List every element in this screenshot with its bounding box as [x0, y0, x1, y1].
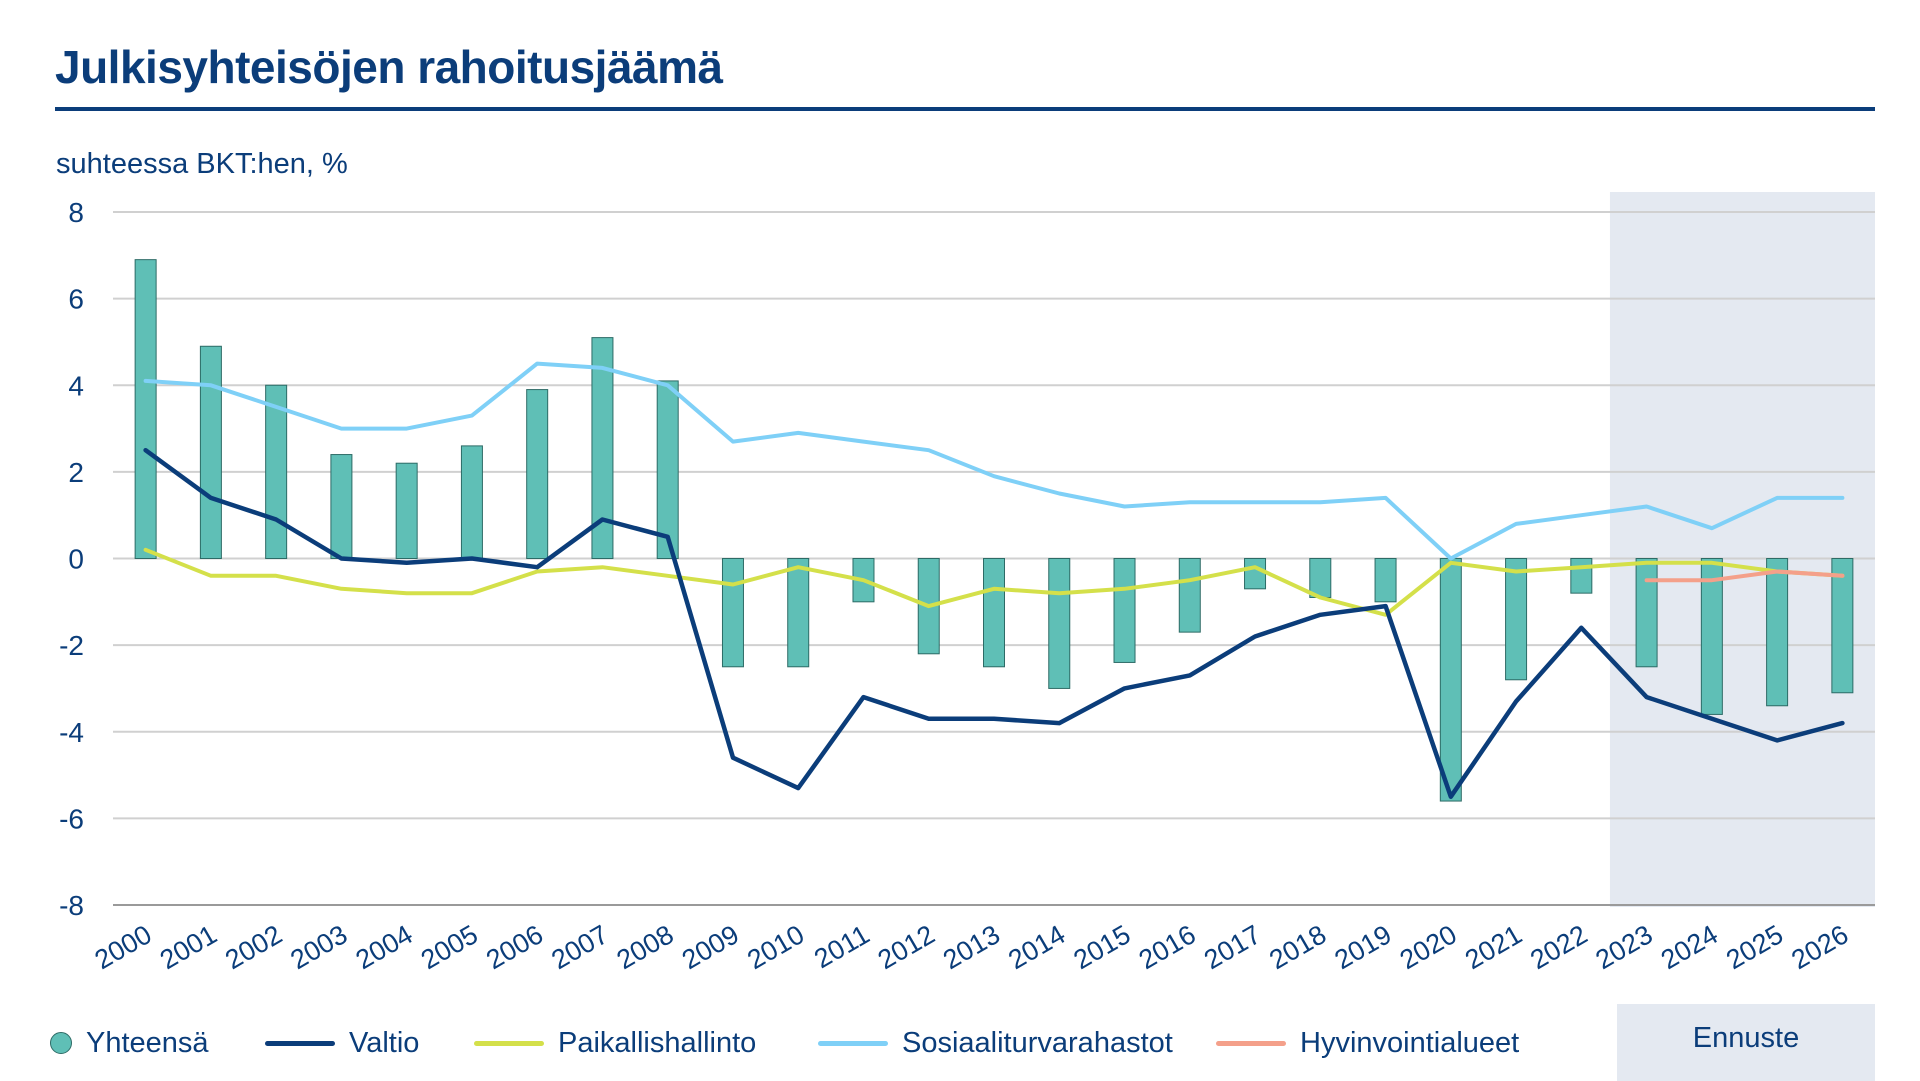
bar-yhteensa — [1766, 558, 1789, 707]
bar-yhteensa — [265, 384, 288, 559]
y-tick-label: 2 — [68, 457, 84, 488]
bar-yhteensa — [395, 462, 418, 559]
bar-yhteensa — [1244, 558, 1267, 590]
title-divider — [55, 107, 1875, 111]
legend-item: Yhteensä — [50, 1018, 209, 1068]
x-tick-label: 2000 — [90, 919, 157, 975]
y-axis-unit-label: suhteessa BKT:hen, % — [56, 148, 348, 180]
x-tick-label: 2023 — [1591, 919, 1658, 975]
bar-yhteensa — [1048, 558, 1071, 689]
x-tick-label: 2026 — [1786, 919, 1853, 975]
bar-yhteensa — [460, 445, 483, 560]
bar-yhteensa — [1505, 558, 1528, 681]
forecast-legend-box: Ennuste — [1617, 1004, 1875, 1081]
y-tick-label: -8 — [59, 890, 84, 921]
y-tick-label: -4 — [59, 717, 84, 748]
x-tick-label: 2015 — [1068, 919, 1135, 975]
legend-item: Hyvinvointialueet — [1216, 1018, 1519, 1068]
legend-label: Hyvinvointialueet — [1300, 1026, 1520, 1059]
x-tick-label: 2021 — [1460, 919, 1527, 975]
x-tick-label: 2008 — [612, 919, 679, 975]
x-tick-label: 2019 — [1330, 919, 1397, 975]
bar-yhteensa — [1178, 558, 1201, 633]
bar-yhteensa — [656, 380, 679, 560]
y-tick-label: -6 — [59, 803, 84, 834]
x-tick-label: 2001 — [155, 919, 222, 975]
x-tick-label: 2006 — [481, 919, 548, 975]
x-tick-label: 2010 — [742, 919, 809, 975]
x-tick-label: 2017 — [1199, 919, 1266, 975]
x-tick-label: 2004 — [351, 919, 418, 975]
line-swatch-icon — [265, 1040, 335, 1046]
chart-plot: 86420-2-4-6-8200020012002200320042005200… — [59, 192, 1875, 975]
y-tick-label: 4 — [68, 370, 84, 401]
forecast-label: Ennuste — [1692, 1022, 1800, 1054]
x-tick-label: 2020 — [1395, 919, 1462, 975]
line-valtio — [143, 447, 1845, 799]
bar-yhteensa — [1831, 558, 1854, 694]
x-tick-label: 2012 — [873, 919, 940, 975]
bar-yhteensa — [1700, 558, 1723, 715]
legend-item: Valtio — [265, 1018, 419, 1068]
legend: Yhteensä Valtio Paikallishallinto Sosiaalit… — [50, 1018, 1610, 1068]
legend-item: Paikallishallinto — [474, 1018, 756, 1068]
bar-yhteensa — [1570, 558, 1593, 594]
forecast-shading — [1609, 192, 1875, 907]
line-swatch-icon — [1216, 1040, 1286, 1046]
x-tick-label: 2005 — [416, 919, 483, 975]
y-tick-label: 6 — [68, 284, 84, 315]
line-hyvinvointialueet — [1644, 569, 1845, 583]
bar-yhteensa — [199, 345, 222, 559]
x-tick-label: 2025 — [1721, 919, 1788, 975]
x-tick-label: 2022 — [1525, 919, 1592, 975]
x-tick-label: 2003 — [285, 919, 352, 975]
line-swatch-icon — [474, 1040, 544, 1046]
x-tick-label: 2007 — [546, 919, 613, 975]
bar-yhteensa — [1635, 558, 1658, 668]
bar-swatch-icon — [50, 1032, 72, 1054]
bar-yhteensa — [1309, 558, 1332, 598]
bar-yhteensa — [591, 337, 614, 560]
line-sosiaaliturvarahastot — [143, 361, 1845, 561]
legend-item: Sosiaaliturvarahastot — [818, 1018, 1173, 1068]
y-tick-label: -2 — [59, 630, 84, 661]
y-tick-label: 8 — [68, 197, 84, 228]
bar-yhteensa — [134, 259, 157, 559]
bar-yhteensa — [1439, 558, 1462, 802]
x-tick-label: 2013 — [938, 919, 1005, 975]
x-tick-label: 2024 — [1656, 919, 1723, 975]
legend-label: Yhteensä — [86, 1026, 209, 1059]
legend-label: Valtio — [349, 1026, 420, 1059]
bar-yhteensa — [721, 558, 744, 668]
y-tick-label: 0 — [68, 544, 84, 575]
legend-label: Sosiaaliturvarahastot — [902, 1026, 1173, 1059]
bar-yhteensa — [1374, 558, 1397, 603]
x-tick-label: 2011 — [809, 919, 874, 974]
x-tick-label: 2016 — [1134, 919, 1201, 975]
x-tick-label: 2009 — [677, 919, 744, 975]
x-tick-label: 2002 — [220, 919, 287, 975]
x-tick-label: 2014 — [1003, 919, 1070, 975]
line-paikallishallinto — [143, 547, 1845, 617]
bar-yhteensa — [1113, 558, 1136, 663]
bar-yhteensa — [330, 454, 353, 559]
x-tick-label: 2018 — [1264, 919, 1331, 975]
bar-yhteensa — [526, 389, 549, 559]
line-swatch-icon — [818, 1040, 888, 1046]
bar-yhteensa — [787, 558, 810, 668]
chart-title: Julkisyhteisöjen rahoitusjäämä — [55, 41, 723, 93]
legend-label: Paikallishallinto — [558, 1026, 757, 1059]
bar-yhteensa — [983, 558, 1005, 668]
